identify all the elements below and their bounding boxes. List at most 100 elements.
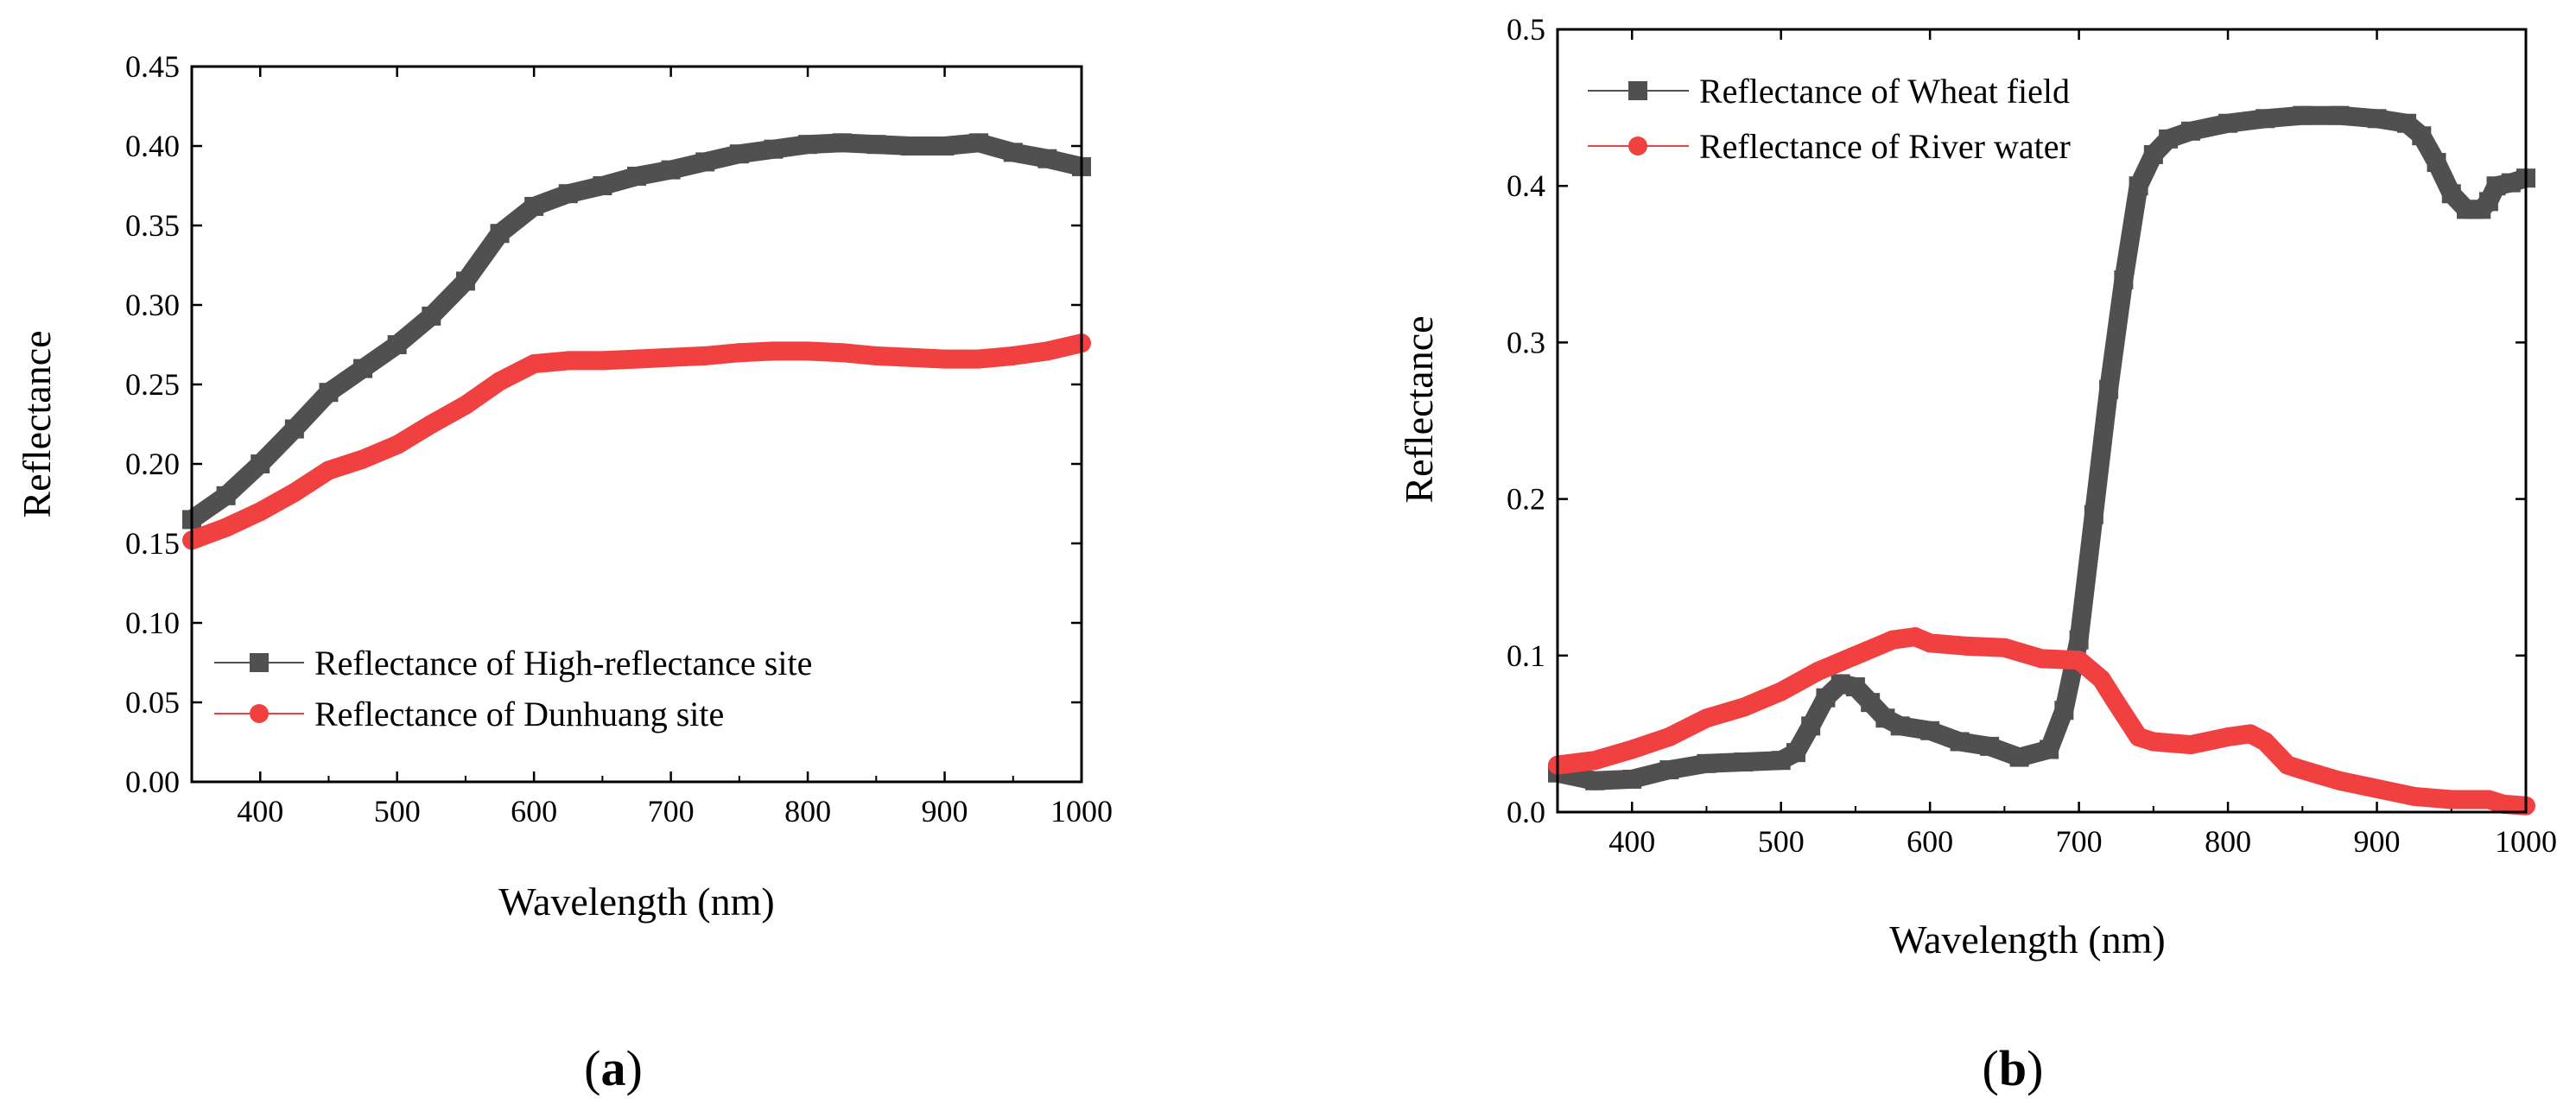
panel-b-data-point-square — [1816, 688, 1836, 708]
panel-a-series — [182, 133, 1091, 550]
panel-a-data-point-square — [422, 306, 441, 326]
panel-a-data-point-circle — [387, 435, 407, 454]
panel-b-data-point-circle — [1883, 630, 1903, 650]
panel-b-data-point-square — [1845, 677, 1865, 697]
panel-b-data-point-square — [2256, 109, 2275, 129]
panel-b-data-point-circle — [2143, 732, 2163, 752]
panel-b-data-point-circle — [1659, 727, 1679, 747]
panel-b-data-point-circle — [2278, 755, 2298, 775]
panel-b-data-point-square — [2009, 747, 2029, 767]
panel-a-data-point-square — [866, 135, 886, 155]
panel-a-data-point-circle — [1003, 346, 1023, 365]
panel-b-data-point-circle — [2106, 693, 2126, 713]
panel-a-data-point-circle — [455, 395, 475, 415]
panel-a-y-tick-label: 0.35 — [125, 208, 180, 243]
panel-b-data-point-square — [1771, 751, 1791, 771]
legend-square-marker — [250, 653, 269, 672]
panel-b-data-point-circle — [1808, 661, 1828, 681]
panel-a-x-tick-label: 600 — [511, 794, 557, 828]
panel-b-data-point-circle — [2180, 735, 2200, 755]
panel-a-y-tick-label: 0.40 — [125, 129, 180, 163]
panel-b-data-point-circle — [1585, 751, 1605, 771]
panel-b-y-tick-label: 0.1 — [1507, 638, 1545, 673]
panel-b-data-point-circle — [1957, 636, 1977, 656]
panel-a-data-point-square — [593, 176, 612, 195]
panel-b-data-point-square — [2501, 173, 2521, 193]
panel-b-y-tick-label: 0.0 — [1507, 795, 1545, 829]
panel-a-data-point-square — [524, 196, 544, 216]
panel-b-data-point-square — [2129, 176, 2148, 196]
panel-a-data-point-square — [798, 135, 818, 155]
panel-b-data-point-square — [1659, 760, 1679, 780]
panel-a-x-tick-label: 800 — [784, 794, 831, 828]
panel-a-data-point-square — [627, 166, 646, 186]
panel-b-data-point-square — [2069, 630, 2089, 650]
panel-a-data-point-square — [251, 454, 270, 473]
panel-a-x-tick-label: 400 — [237, 794, 283, 828]
panel-b-data-point-square — [2159, 129, 2179, 149]
panel-b-data-point-square — [1801, 716, 1821, 736]
panel-b-data-point-circle — [1771, 682, 1791, 702]
panel-a-data-point-circle — [935, 349, 955, 369]
panel-a-series-line-1 — [188, 333, 1084, 549]
panel-a-data-point-circle — [319, 460, 339, 480]
panel-b-data-point-square — [1920, 721, 1940, 740]
panel-b-data-point-square — [2293, 105, 2313, 125]
panel-a-legend-entry-dunhuang: Reflectance of Dunhuang site — [214, 695, 724, 733]
panel-a-data-point-circle — [490, 371, 510, 391]
panel-b-y-axis-label: Reflectance — [1397, 315, 1441, 503]
panel-b-data-point-circle — [1995, 638, 2014, 657]
panel-a-data-point-square — [832, 133, 852, 153]
panel-b-data-point-circle — [1920, 633, 1940, 653]
panel-b-data-point-square — [2397, 113, 2417, 133]
panel-a-data-point-circle — [422, 415, 441, 434]
panel-a-data-point-circle — [729, 343, 749, 363]
panel-b-data-point-square — [1861, 693, 1881, 713]
panel-b-data-point-square — [1622, 769, 1642, 789]
panel-b-data-point-circle — [2240, 724, 2260, 744]
panel-a-data-point-square — [490, 224, 510, 244]
panel-b-data-point-circle — [2091, 669, 2111, 689]
legend-label-dunhuang: Reflectance of Dunhuang site — [314, 695, 724, 733]
panel-b-data-point-square — [1697, 753, 1716, 773]
panel-a-data-point-circle — [798, 341, 818, 361]
panel-a-x-tick-label: 1000 — [1050, 794, 1113, 828]
panel-b-data-point-circle — [1905, 627, 1925, 647]
panel-a-data-point-circle — [216, 517, 236, 537]
panel-b-y-tick-label: 0.4 — [1507, 168, 1545, 203]
panel-b-data-point-square — [2180, 121, 2200, 141]
panel-a-chart: 400 500 600 700 800 900 1000 0.00 0.05 0.10 0.15 0.… — [15, 49, 1113, 1096]
panel-a-data-point-square — [558, 184, 578, 204]
panel-a-data-point-square — [319, 383, 339, 403]
panel-a-tick-labels: 400 500 600 700 800 900 1000 0.00 0.05 0.10 0.15 0.… — [125, 49, 1113, 828]
panel-a-data-point-circle — [900, 347, 920, 367]
panel-b-data-point-square — [2084, 505, 2103, 524]
panel-a-y-tick-label: 0.10 — [125, 606, 180, 640]
legend-circle-marker — [250, 704, 269, 723]
panel-a-data-point-circle — [695, 346, 715, 365]
panel-a-y-tick-label: 0.30 — [125, 288, 180, 322]
panel-b-series-line-0 — [1555, 105, 2529, 790]
panel-a-x-tick-label: 500 — [374, 794, 421, 828]
panel-b-data-point-square — [2478, 192, 2498, 212]
panel-b-caption: (b) — [1983, 1040, 2044, 1096]
panel-a-data-point-circle — [558, 351, 578, 371]
panel-a-data-point-square — [216, 486, 236, 505]
panel-b-data-point-circle — [2367, 778, 2387, 798]
panel-b-data-point-square — [1950, 732, 1970, 752]
panel-b-y-tick-label: 0.5 — [1507, 12, 1545, 47]
panel-b-data-point-square — [1890, 716, 1910, 736]
panel-a-data-point-square — [1037, 149, 1057, 168]
panel-b-y-tick-label: 0.3 — [1507, 325, 1545, 359]
panel-a-data-point-square — [935, 136, 955, 156]
panel-a-data-point-circle — [764, 341, 784, 361]
panel-a-data-point-square — [729, 144, 749, 164]
panel-b-data-point-circle — [1845, 645, 1865, 665]
panel-b-data-point-square — [2412, 126, 2432, 146]
panel-a-legend: Reflectance of High-reflectance site Ref… — [214, 644, 812, 733]
panel-a-data-point-square — [764, 139, 784, 159]
panel-b-data-point-circle — [2441, 790, 2461, 809]
panel-a-x-tick-label: 900 — [922, 794, 968, 828]
panel-a-x-axis-label: Wavelength (nm) — [498, 879, 774, 924]
panel-b-legend-entry-river-water: Reflectance of River water — [1588, 127, 2071, 166]
